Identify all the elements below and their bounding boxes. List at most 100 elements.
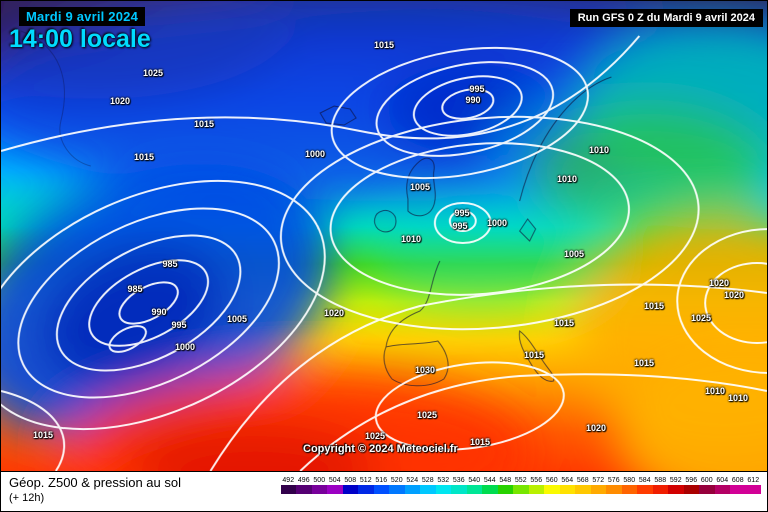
isobar-label: 1015 <box>633 358 655 368</box>
run-info-label: Run GFS 0 Z du Mardi 9 avril 2024 <box>569 9 763 27</box>
legend-cell: 548 <box>497 476 513 494</box>
legend-swatch <box>730 485 746 494</box>
legend-cell: 572 <box>590 476 606 494</box>
legend-swatch <box>435 485 451 494</box>
legend-swatch <box>342 485 358 494</box>
isobar-label: 1005 <box>409 182 431 192</box>
legend-value: 604 <box>716 477 729 484</box>
legend-cell: 612 <box>745 476 761 494</box>
legend-cell: 564 <box>559 476 575 494</box>
legend-swatch <box>652 485 668 494</box>
isobar-label: 1000 <box>174 342 196 352</box>
forecast-step-label: (+ 12h) <box>9 492 45 504</box>
isobar-label: 1010 <box>704 386 726 396</box>
isobar-label: 1015 <box>32 430 54 440</box>
legend-value: 556 <box>530 477 543 484</box>
legend-value: 508 <box>344 477 357 484</box>
isobar-label: 1000 <box>304 149 326 159</box>
legend-value: 576 <box>607 477 620 484</box>
legend-cell: 608 <box>730 476 746 494</box>
legend-value: 492 <box>282 477 295 484</box>
legend-swatch <box>714 485 730 494</box>
legend-value: 600 <box>700 477 713 484</box>
isobar-label: 1015 <box>553 318 575 328</box>
copyright-label: Copyright © 2024 Meteociel.fr <box>303 443 458 455</box>
isobar-label: 1020 <box>109 96 131 106</box>
legend-cell: 512 <box>358 476 374 494</box>
legend-swatch <box>668 485 684 494</box>
legend-value: 544 <box>483 477 496 484</box>
isobar-label: 990 <box>465 95 481 105</box>
isobar-label: 1005 <box>226 314 248 324</box>
legend-swatch <box>373 485 389 494</box>
geopotential-pressure-map <box>1 1 767 471</box>
legend-value: 512 <box>359 477 372 484</box>
legend-cell: 584 <box>637 476 653 494</box>
isobar-label: 1015 <box>643 301 665 311</box>
legend-value: 592 <box>669 477 682 484</box>
legend-swatch <box>683 485 699 494</box>
legend-cell: 496 <box>296 476 312 494</box>
legend-value: 496 <box>297 477 310 484</box>
isobar-labels-layer: 1015 1025 1020 1015 1015 995 990 1000 1010 1010 10… <box>1 1 767 471</box>
legend-swatch <box>404 485 420 494</box>
date-label: Mardi 9 avril 2024 <box>19 7 145 26</box>
legend-swatch <box>513 485 529 494</box>
legend-cell: 528 <box>420 476 436 494</box>
isobar-label: 1025 <box>690 313 712 323</box>
legend-value: 568 <box>576 477 589 484</box>
isobar-label: 1015 <box>469 437 491 447</box>
footer-caption: Géop. Z500 & pression au sol (+ 12h) <box>9 475 181 504</box>
legend-swatch <box>745 485 761 494</box>
isobar-label: 1020 <box>323 308 345 318</box>
legend-swatch <box>528 485 544 494</box>
coastlines <box>20 30 612 387</box>
isobar-label: 1015 <box>373 40 395 50</box>
legend-swatch <box>590 485 606 494</box>
legend-cell: 524 <box>404 476 420 494</box>
legend-cell: 580 <box>621 476 637 494</box>
legend-value: 540 <box>468 477 481 484</box>
legend-cell: 600 <box>699 476 715 494</box>
isobar-label: 995 <box>454 208 470 218</box>
legend-value: 572 <box>592 477 605 484</box>
legend-swatch <box>451 485 467 494</box>
legend-swatch <box>358 485 374 494</box>
legend-value: 584 <box>638 477 651 484</box>
legend-swatch <box>482 485 498 494</box>
footer-bar: Géop. Z500 & pression au sol (+ 12h) 492… <box>1 471 767 511</box>
legend-swatch <box>280 485 296 494</box>
legend-swatch <box>544 485 560 494</box>
legend-cell: 536 <box>451 476 467 494</box>
isobar-contours <box>1 35 767 471</box>
local-time-label: 14:00 locale <box>9 25 151 53</box>
color-scale-legend: 492 496 500 504 508 512 516 520 524 528 532 536 540 5… <box>280 476 761 494</box>
legend-cell: 516 <box>373 476 389 494</box>
legend-cell: 540 <box>466 476 482 494</box>
legend-value: 516 <box>375 477 388 484</box>
legend-value: 532 <box>437 477 450 484</box>
legend-cell: 596 <box>683 476 699 494</box>
legend-value: 580 <box>623 477 636 484</box>
legend-swatch <box>575 485 591 494</box>
legend-swatch <box>559 485 575 494</box>
legend-cell: 508 <box>342 476 358 494</box>
isobar-label: 985 <box>127 284 143 294</box>
isobar-label: 1020 <box>708 278 730 288</box>
legend-value: 552 <box>514 477 527 484</box>
isobar-label: 995 <box>452 221 468 231</box>
legend-cell: 592 <box>668 476 684 494</box>
legend-value: 596 <box>685 477 698 484</box>
legend-cell: 504 <box>327 476 343 494</box>
legend-cell: 604 <box>714 476 730 494</box>
legend-value: 524 <box>406 477 419 484</box>
legend-value: 588 <box>654 477 667 484</box>
legend-swatch <box>637 485 653 494</box>
isobar-label: 995 <box>469 84 485 94</box>
isobar-label: 1005 <box>563 249 585 259</box>
legend-swatch <box>621 485 637 494</box>
legend-cell: 588 <box>652 476 668 494</box>
isobar-label: 1015 <box>193 119 215 129</box>
legend-value: 612 <box>747 477 760 484</box>
